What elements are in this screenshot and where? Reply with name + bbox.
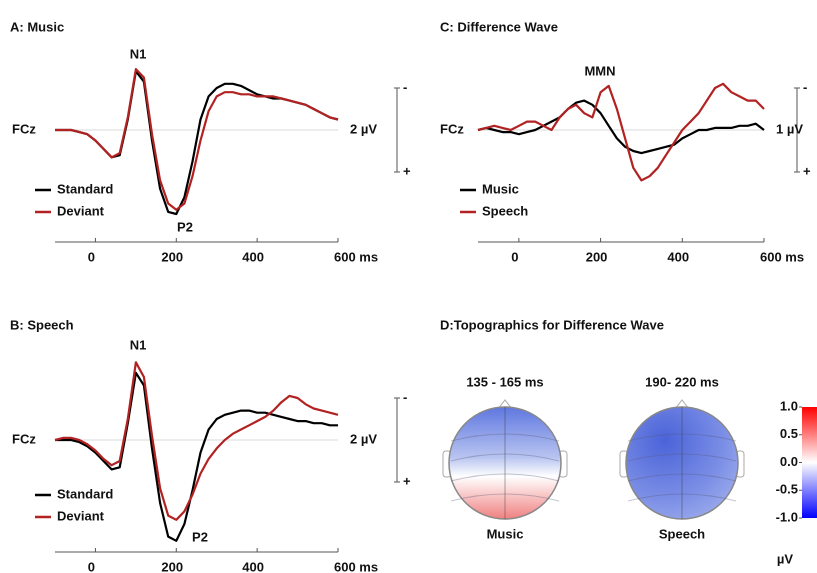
- legend-label: Music: [482, 181, 519, 196]
- scale-bar-top: -: [403, 79, 407, 94]
- contour: [627, 453, 737, 462]
- scalp: [448, 406, 562, 520]
- colorbar-tick-label: -0.5: [776, 482, 798, 497]
- colorbar-tick-label: -1.0: [776, 509, 798, 524]
- scale-bar-top: -: [403, 389, 407, 404]
- x-tick-label: 400: [667, 249, 689, 264]
- x-tick-label: 0: [88, 559, 95, 573]
- channel-label: FCz: [12, 431, 36, 446]
- waveform: [477, 82, 765, 182]
- scale-bar-label: 2 µV: [350, 121, 377, 136]
- panel-title: A: Music: [10, 19, 64, 34]
- panel-title: D:Topographics for Difference Wave: [440, 317, 664, 332]
- map-time: 190- 220 ms: [645, 374, 719, 389]
- waveform: [54, 361, 339, 521]
- legend-label: Standard: [57, 181, 113, 196]
- channel-label: FCz: [12, 121, 36, 136]
- contour: [627, 493, 737, 502]
- contour: [450, 433, 560, 442]
- x-tick-label: 0: [88, 249, 95, 264]
- waveform: [55, 371, 338, 542]
- x-tick-label: 400: [242, 559, 264, 573]
- legend-label: Deviant: [57, 508, 105, 523]
- contour: [627, 433, 737, 442]
- x-tick-label: 0: [511, 249, 518, 264]
- map-name: Music: [487, 526, 524, 541]
- legend-label: Speech: [482, 203, 528, 218]
- panel-title: B: Speech: [10, 317, 74, 332]
- contour: [627, 473, 737, 482]
- annotation: MMN: [584, 63, 615, 78]
- colorbar-tick-label: 1.0: [780, 398, 798, 413]
- scale-bar-label: 2 µV: [350, 431, 377, 446]
- contour: [450, 493, 560, 502]
- x-tick-label: 200: [161, 559, 183, 573]
- annotation: P2: [177, 219, 193, 234]
- scale-bar-bottom: +: [403, 473, 411, 488]
- annotation: N1: [130, 337, 147, 352]
- annotation: P2: [192, 529, 208, 544]
- x-tick-label: 400: [242, 249, 264, 264]
- x-tick-label: 600 ms: [334, 559, 378, 573]
- x-tick-label: 200: [586, 249, 608, 264]
- waveform: [477, 99, 765, 155]
- x-tick-label: 200: [161, 249, 183, 264]
- scalp: [625, 406, 739, 520]
- scale-bar-label: 1 µV: [776, 121, 803, 136]
- scale-bar-top: -: [803, 79, 807, 94]
- legend-label: Standard: [57, 486, 113, 501]
- scale-bar-bottom: +: [803, 163, 811, 178]
- annotation: N1: [130, 46, 147, 61]
- colorbar-label: µV: [777, 551, 793, 566]
- colorbar-tick-label: 0.5: [780, 426, 798, 441]
- legend-label: Deviant: [57, 203, 105, 218]
- contour: [450, 453, 560, 462]
- scale-bar-bottom: +: [403, 163, 411, 178]
- panel-title: C: Difference Wave: [440, 19, 558, 34]
- map-name: Speech: [659, 526, 705, 541]
- map-time: 135 - 165 ms: [466, 374, 543, 389]
- channel-label: FCz: [440, 121, 464, 136]
- colorbar: [802, 407, 817, 518]
- contour: [450, 473, 560, 482]
- x-tick-label: 600 ms: [334, 249, 378, 264]
- x-tick-label: 600 ms: [760, 249, 804, 264]
- colorbar-tick-label: 0.0: [780, 454, 798, 469]
- waveform: [55, 68, 339, 211]
